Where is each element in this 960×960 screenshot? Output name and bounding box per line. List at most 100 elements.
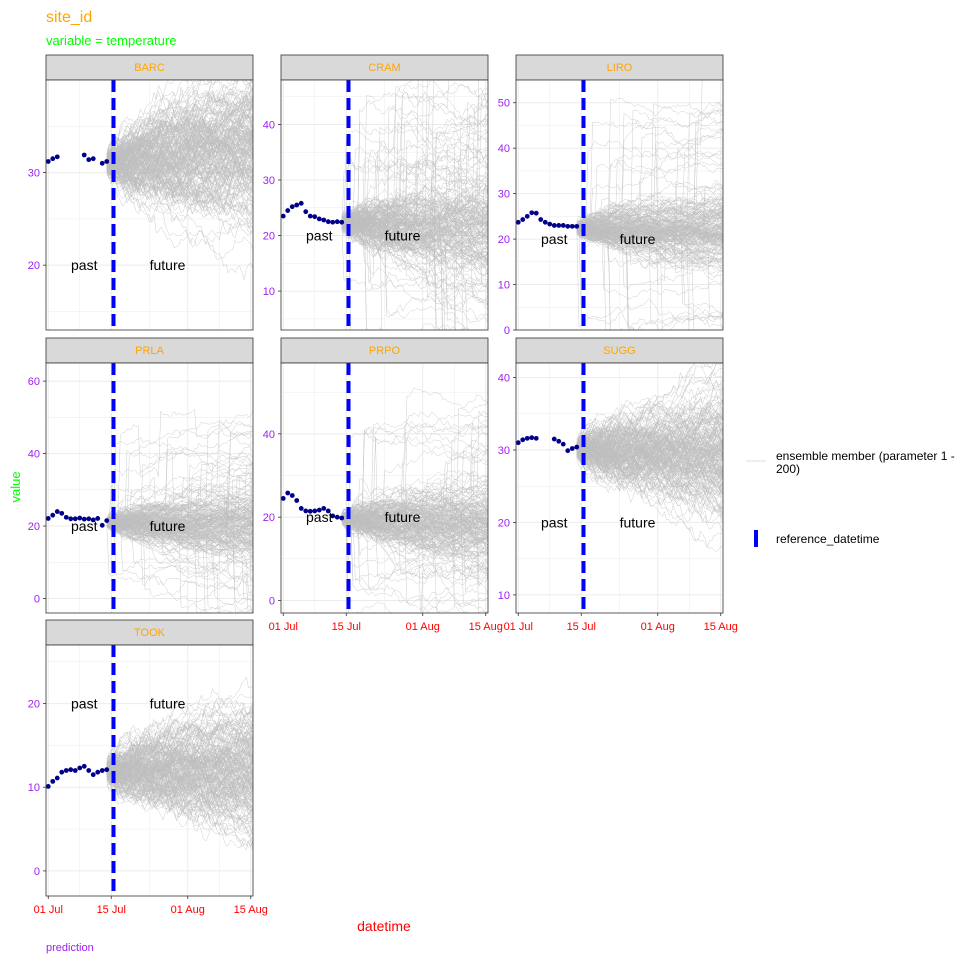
ensemble-line: [576, 210, 723, 239]
strip-label-took: TOOK: [134, 627, 166, 639]
ensemble-line: [106, 525, 253, 563]
observed-point: [542, 219, 548, 225]
x-tick-label: 15 Aug: [469, 621, 503, 633]
ensemble-line: [106, 706, 253, 763]
observed-point: [303, 508, 309, 514]
observed-point: [520, 437, 526, 443]
ensemble-line: [106, 764, 253, 805]
ensemble-line: [106, 520, 253, 548]
observed-point: [547, 221, 553, 227]
y-tick-label: 60: [28, 376, 40, 388]
ensemble-barc: [106, 80, 253, 280]
ensemble-line: [341, 510, 488, 529]
ensemble-line: [341, 221, 488, 305]
observed-point: [45, 516, 51, 521]
y-tick-label: 20: [28, 521, 40, 533]
ensemble-line: [576, 368, 723, 462]
y-axis-title: value: [8, 471, 23, 502]
annotation-future: future: [620, 231, 656, 247]
ensemble-line: [106, 515, 253, 544]
ensemble-line: [576, 433, 723, 488]
observed-point: [86, 516, 92, 522]
ensemble-line: [106, 156, 253, 213]
facet-prla: PRLA past future 0 20 40 60: [28, 337, 254, 614]
ensemble-line: [576, 452, 723, 494]
ensemble-line: [106, 467, 253, 539]
ensemble-line: [106, 774, 253, 819]
ensemble-line: [341, 129, 488, 285]
observed-liro: [515, 210, 580, 229]
ensemble-line: [341, 207, 480, 330]
ensemble-line: [576, 432, 723, 486]
ensemble-line: [106, 766, 253, 791]
x-tick-label: 01 Jul: [34, 904, 63, 916]
ensemble-line: [341, 523, 488, 556]
y-tick-label: 0: [269, 596, 275, 608]
ensemble-line: [106, 503, 253, 523]
x-tick-label: 01 Aug: [171, 904, 205, 916]
ensemble-line: [576, 161, 723, 236]
observed-point: [99, 522, 105, 528]
panel-border-prpo: [280, 362, 489, 614]
facet-sugg: SUGG past future 10 20 30 40 01 Jul 15 Jul 01 Aug…: [498, 337, 738, 633]
ensemble-line: [106, 162, 253, 280]
ensemble-line: [106, 509, 247, 613]
observed-point: [298, 200, 304, 206]
ensemble-line: [106, 741, 253, 787]
observed-took: [45, 763, 110, 789]
ensemble-line: [106, 762, 253, 802]
ensemble-line: [341, 194, 488, 229]
ensemble-line: [106, 450, 253, 527]
ensemble-line: [341, 518, 488, 611]
ensemble-line: [106, 449, 253, 527]
observed-point: [285, 208, 291, 213]
observed-point: [72, 768, 78, 773]
ensemble-line: [341, 496, 488, 532]
ensemble-line: [341, 80, 449, 235]
ensemble-line: [106, 512, 253, 547]
ensemble-line: [341, 487, 488, 516]
ensemble-line: [576, 439, 723, 496]
ensemble-line: [106, 521, 253, 548]
ensemble-line: [576, 205, 723, 240]
panel-border-prla: [45, 362, 254, 614]
ensemble-line: [576, 442, 723, 523]
ensemble-line: [341, 430, 488, 543]
ensemble-line: [576, 444, 723, 479]
legend: ensemble member (parameter 1 - 200) refe…: [746, 449, 955, 547]
ensemble-line: [341, 221, 488, 295]
observed-point: [298, 506, 304, 511]
ensemble-line: [341, 226, 488, 269]
ensemble-liro: [576, 80, 723, 330]
observed-point: [289, 493, 295, 498]
ensemble-line: [106, 136, 253, 193]
x-axis-title: datetime: [357, 918, 411, 934]
ensemble-line: [341, 195, 488, 223]
observed-point: [520, 217, 526, 222]
ensemble-line: [341, 222, 488, 266]
ensemble-line: [341, 209, 488, 264]
ensemble-line: [341, 93, 488, 229]
annotation-past: past: [541, 514, 568, 530]
ensemble-line: [341, 506, 441, 613]
ensemble-line: [341, 187, 488, 287]
ensemble-line: [341, 506, 488, 538]
ensemble-line: [106, 763, 253, 805]
ensemble-line: [341, 519, 488, 591]
observed-cram: [280, 200, 345, 225]
ensemble-line: [341, 498, 488, 527]
annotation-past: past: [306, 509, 333, 525]
ensemble-line: [106, 104, 253, 160]
ensemble-line: [106, 765, 253, 809]
observed-point: [81, 152, 87, 158]
annotation-future: future: [150, 696, 186, 712]
y-tick-label: 20: [498, 234, 510, 246]
observed-point: [325, 219, 331, 225]
ensemble-line: [341, 154, 488, 231]
ensemble-line: [106, 765, 253, 798]
ensemble-line: [341, 221, 488, 291]
ensemble-sugg: [576, 363, 723, 552]
strip-prla: [45, 337, 254, 364]
ensemble-line: [576, 453, 723, 485]
